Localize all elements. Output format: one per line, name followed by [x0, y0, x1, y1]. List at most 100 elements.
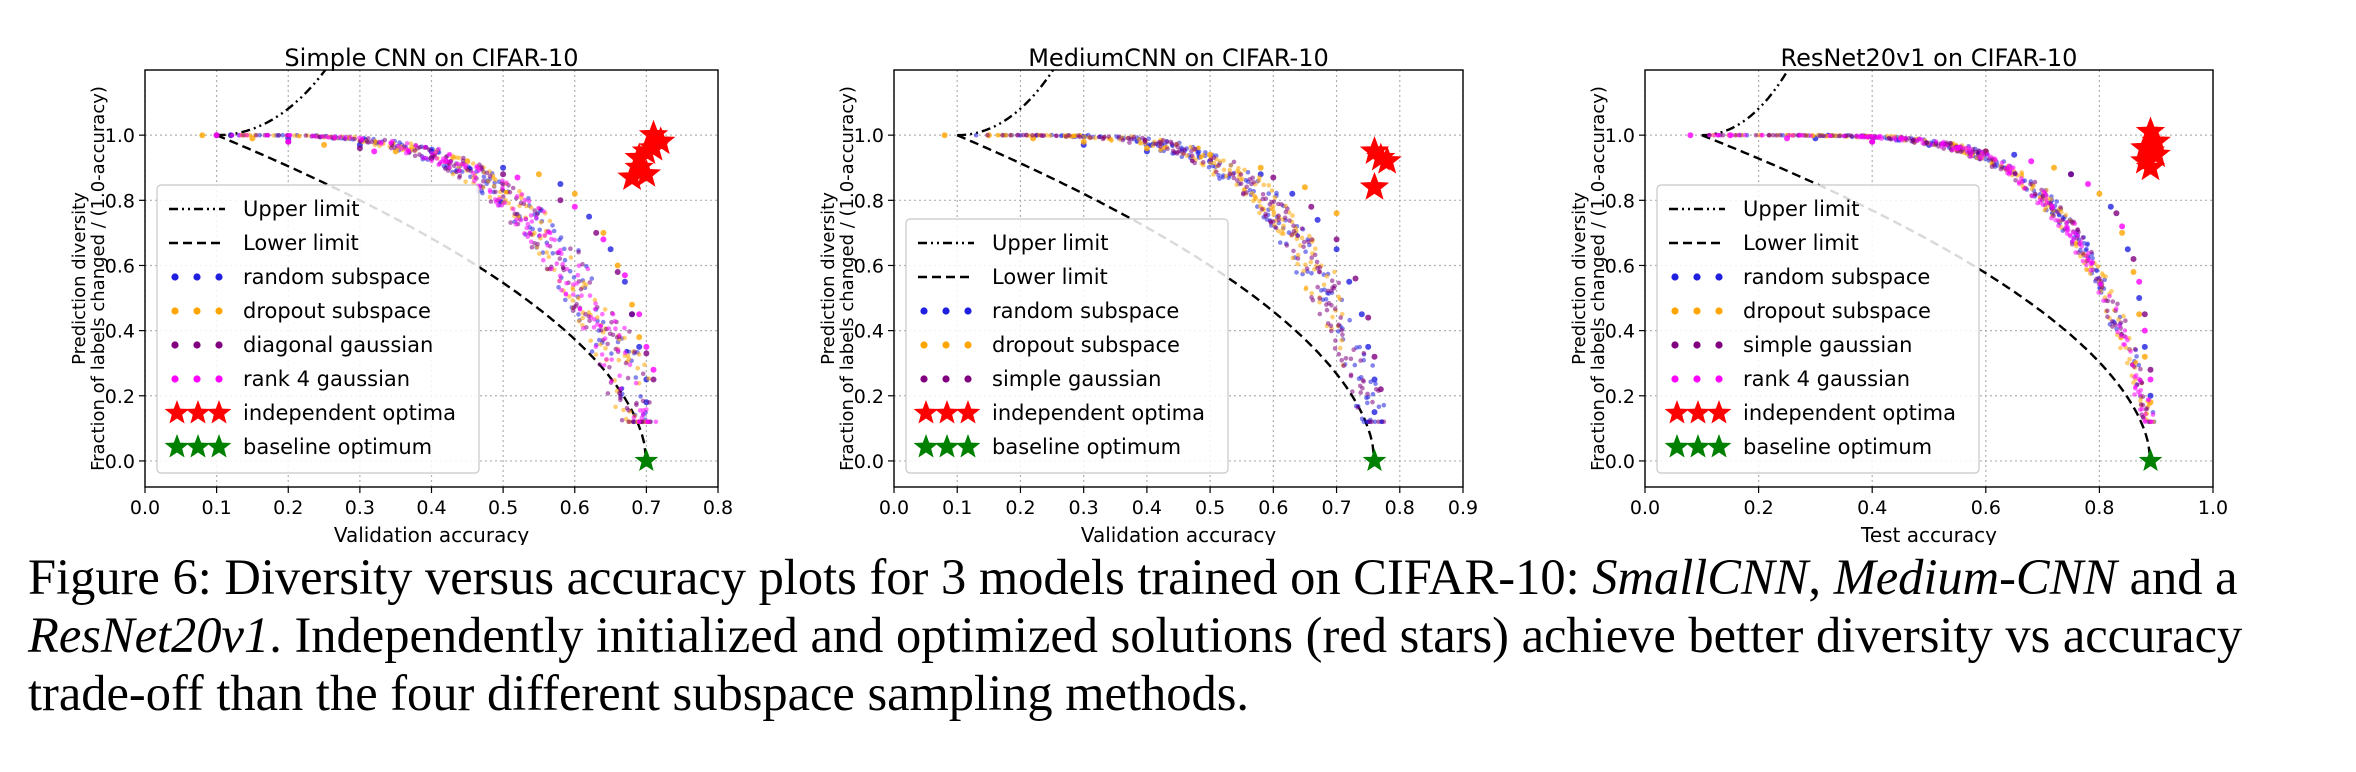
point [1337, 345, 1343, 351]
point [1260, 196, 1265, 202]
point [1865, 134, 1870, 140]
point [1967, 147, 1973, 153]
point [2123, 335, 2129, 340]
point [2105, 314, 2110, 320]
point [625, 375, 631, 381]
point [1287, 218, 1292, 223]
point [545, 242, 550, 248]
point [2069, 219, 2074, 224]
point [646, 419, 651, 425]
point [527, 230, 533, 235]
point [599, 352, 605, 357]
point [528, 205, 534, 210]
point [1977, 154, 1982, 160]
point [1184, 153, 1190, 158]
data-point [607, 246, 614, 253]
legend-dot [920, 375, 928, 383]
point [618, 395, 623, 401]
point [593, 344, 599, 350]
data-point [650, 376, 657, 383]
point [476, 166, 482, 172]
y-tick-label: 0.8 [105, 190, 135, 212]
x-tick-label: 1.0 [2198, 497, 2228, 519]
point [504, 180, 509, 186]
data-point [249, 135, 256, 142]
data-point [2147, 392, 2154, 399]
legend-dot [1715, 273, 1723, 281]
point [1821, 133, 1827, 139]
point [1370, 399, 1375, 405]
point [457, 168, 462, 173]
point [1992, 156, 1997, 161]
point [1034, 132, 1039, 138]
data-point [2147, 366, 2154, 373]
point [624, 405, 630, 411]
legend-dot [1715, 341, 1723, 349]
point [1773, 133, 1779, 138]
data-point [1358, 311, 1365, 318]
point [2088, 267, 2094, 273]
data-point [941, 132, 948, 139]
point [1308, 259, 1314, 265]
point [540, 250, 546, 255]
point [1365, 391, 1370, 397]
point [264, 132, 269, 138]
point [446, 152, 452, 157]
point [348, 135, 353, 140]
point [1323, 297, 1329, 302]
point [559, 251, 564, 256]
optima-star [638, 132, 669, 161]
legend-dot [1671, 273, 1679, 281]
point [1116, 134, 1122, 140]
point [1290, 255, 1296, 261]
point [1020, 132, 1026, 138]
caption-model-1: SmallCNN [1592, 549, 1809, 605]
point [1315, 284, 1320, 290]
point [1239, 176, 1245, 182]
data-point [1687, 132, 1694, 139]
legend-star [934, 400, 960, 424]
data-point [1333, 236, 1340, 243]
point [388, 140, 394, 146]
y-tick-label: 0.2 [105, 386, 135, 408]
point [1357, 383, 1363, 389]
x-tick-label: 0.4 [416, 497, 446, 519]
point [2101, 298, 2106, 304]
point [528, 213, 534, 218]
point [491, 183, 497, 189]
point [2040, 202, 2046, 208]
x-tick-label: 0.5 [1195, 497, 1225, 519]
point [1373, 386, 1379, 392]
data-point [2028, 158, 2035, 165]
point [1301, 244, 1306, 250]
point [443, 166, 448, 171]
point [587, 293, 593, 298]
legend-dot [1715, 375, 1723, 383]
point [1317, 296, 1322, 301]
point [563, 297, 568, 303]
data-point [643, 343, 650, 350]
data-point [1352, 275, 1359, 282]
point [578, 287, 584, 292]
point [1303, 249, 1308, 254]
point [522, 231, 527, 236]
axes-frame [893, 69, 1464, 488]
data-point [2136, 311, 2143, 318]
legend-dot [1693, 273, 1701, 281]
point [592, 306, 598, 312]
point [1058, 133, 1064, 139]
point [454, 155, 459, 160]
data-point [614, 269, 621, 275]
point [1324, 307, 1330, 313]
legend: Upper limit Lower limit random subspace dro… [905, 218, 1229, 474]
figure: 0.0 0.1 0.2 0.3 0.4 0.5 0.6 0.7 0.80.00.20.40.60… [69, 44, 2228, 545]
point [359, 136, 365, 141]
caption-model-2: Medium-CNN [1833, 549, 2117, 605]
legend-dot [171, 375, 179, 383]
data-point [1301, 184, 1308, 191]
legend-star [913, 400, 939, 424]
point [1929, 142, 1934, 147]
point [546, 254, 552, 260]
point [1168, 139, 1174, 145]
point [486, 178, 491, 184]
